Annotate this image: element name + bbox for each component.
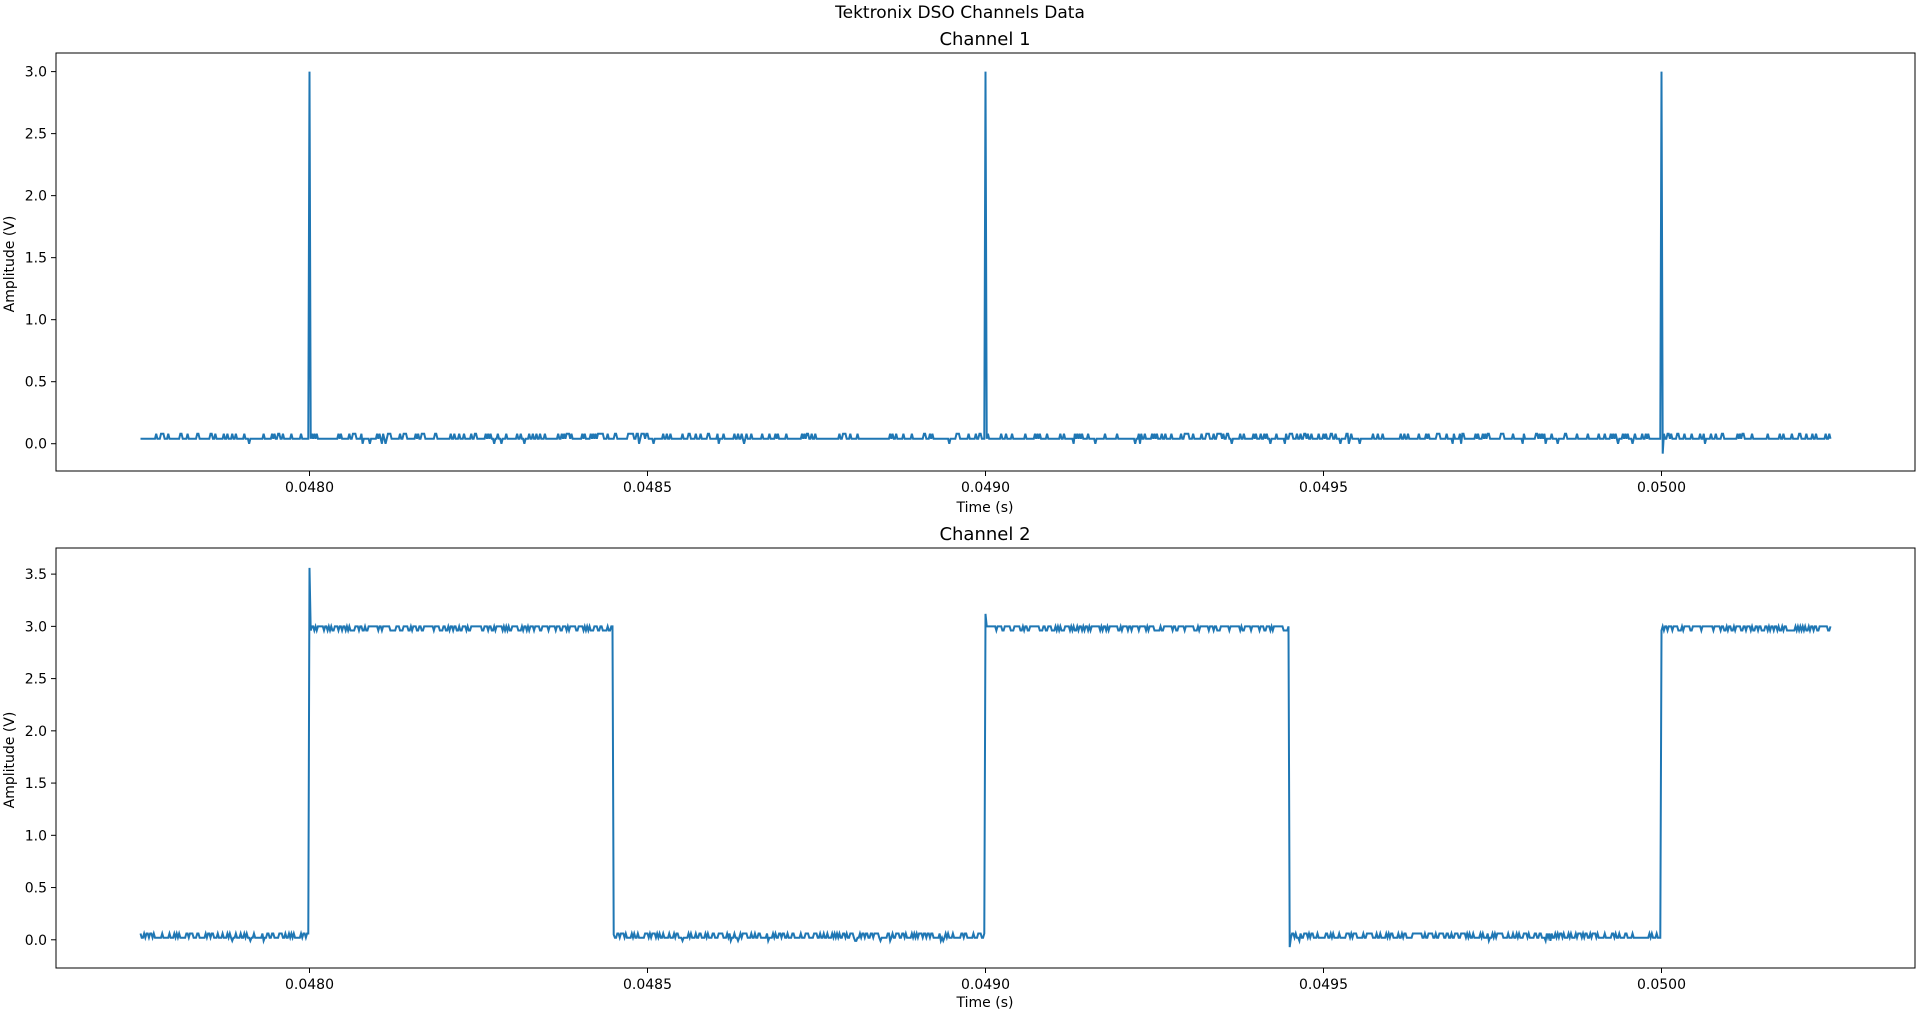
channel-1-axes: Channel 1 0.0480 0.0485 0.0490 0.0495 0.0500… xyxy=(2,29,1916,516)
y-tick-label: 0.0 xyxy=(25,933,47,949)
x-tick-label: 0.0485 xyxy=(623,480,672,496)
y-tick-label: 0.5 xyxy=(25,375,47,391)
y-tick-label: 1.0 xyxy=(25,828,47,844)
y-tick-label: 0.5 xyxy=(25,881,47,897)
y-tick-label: 2.0 xyxy=(25,189,47,205)
channel-2-ylabel: Amplitude (V) xyxy=(2,712,18,809)
y-tick-label: 3.0 xyxy=(25,65,47,81)
series-line-channel-2 xyxy=(139,567,1832,948)
x-tick-label: 0.0490 xyxy=(961,480,1010,496)
y-tick-label: 1.5 xyxy=(25,776,47,792)
x-tick-label: 0.0500 xyxy=(1637,977,1686,993)
y-tick-label: 3.0 xyxy=(25,619,47,635)
y-tick-label: 1.0 xyxy=(25,313,47,329)
channel-1-title: Channel 1 xyxy=(939,29,1030,50)
series-line-channel-1 xyxy=(140,71,1832,454)
channel-2-plot-area: 0.0480 0.0485 0.0490 0.0495 0.0500 0.0 0.5 1.0 1… xyxy=(25,547,1916,993)
channel-2-xlabel: Time (s) xyxy=(956,995,1014,1011)
y-tick-label: 2.5 xyxy=(25,672,47,688)
x-tick-label: 0.0490 xyxy=(961,977,1010,993)
y-tick-label: 3.5 xyxy=(25,567,47,583)
x-tick-label: 0.0485 xyxy=(623,977,672,993)
channel-2-axes: Channel 2 0.0480 0.0485 0.0490 0.0495 0.0500… xyxy=(2,524,1916,1011)
channel-1-xlabel: Time (s) xyxy=(956,500,1014,516)
y-tick-label: 2.0 xyxy=(25,724,47,740)
figure-suptitle: Tektronix DSO Channels Data xyxy=(834,3,1085,23)
channel-1-ylabel: Amplitude (V) xyxy=(2,216,18,313)
y-tick-label: 2.5 xyxy=(25,127,47,143)
x-tick-label: 0.0480 xyxy=(285,480,334,496)
channel-2-title: Channel 2 xyxy=(939,524,1030,545)
x-tick-label: 0.0480 xyxy=(285,977,334,993)
y-tick-label: 1.5 xyxy=(25,251,47,267)
y-tick-label: 0.0 xyxy=(25,437,47,453)
x-tick-label: 0.0500 xyxy=(1637,480,1686,496)
x-tick-label: 0.0495 xyxy=(1299,977,1348,993)
channel-1-plot-area: 0.0480 0.0485 0.0490 0.0495 0.0500 0.0 0.5 1.0 1… xyxy=(25,52,1916,496)
x-tick-label: 0.0495 xyxy=(1299,480,1348,496)
